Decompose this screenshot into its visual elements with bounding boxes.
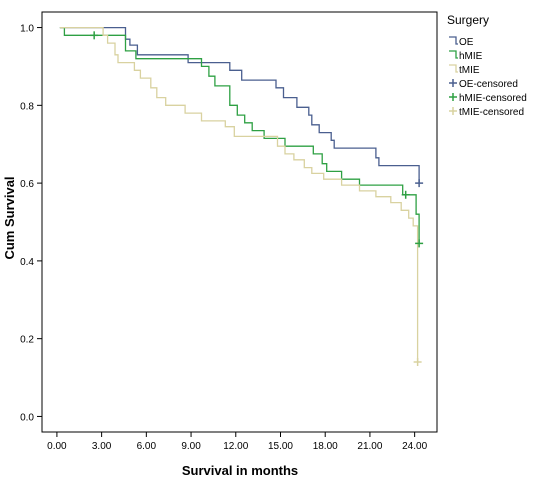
x-tick-label: 24.00 [402,441,427,452]
legend-label: hMIE [459,51,483,62]
legend-label: tMIE [459,65,480,76]
x-tick-label: 6.00 [137,441,157,452]
series-line-tmie [59,26,419,362]
y-tick-label: 0.6 [20,179,34,190]
y-tick-label: 0.0 [20,412,34,423]
legend-line-icon [449,64,458,73]
x-axis-title: Survival in months [182,463,298,478]
censor-mark-hmie-censored [90,31,99,40]
legend: Surgery OE hMIE tMIE OE-censored hMIE-censore… [447,13,527,118]
y-tick-label: 1.0 [20,24,34,35]
x-tick-label: 3.00 [92,441,112,452]
x-tick-label: 12.00 [223,441,248,452]
legend-label: tMIE-censored [459,107,524,118]
legend-item: tMIE [449,64,480,76]
x-axis: 0.00 3.00 6.00 9.00 12.00 15.00 18.00 21.00 24.0… [47,432,428,452]
censor-mark-hmie-censored [401,190,410,199]
series-line-hmie [59,26,420,244]
legend-label: OE-censored [459,79,518,90]
censor-mark-hmie-censored [415,239,424,248]
legend-title: Surgery [447,13,489,27]
y-axis-title: Cum Survival [2,176,17,259]
survival-curves [59,26,420,362]
series-line-oe [59,26,420,184]
x-tick-label: 15.00 [268,441,293,452]
y-tick-label: 0.8 [20,101,34,112]
legend-item: tMIE-censored [449,107,524,118]
x-tick-label: 18.00 [313,441,338,452]
plot-area-border [41,11,438,433]
x-tick-label: 0.00 [47,441,67,452]
legend-item: hMIE-censored [449,93,527,104]
legend-label: hMIE-censored [459,93,527,104]
censor-mark-oe-censored [415,179,424,188]
x-tick-label: 21.00 [357,441,382,452]
legend-item: OE [449,36,474,48]
legend-label: OE [459,37,474,48]
legend-line-icon [449,50,458,59]
y-tick-label: 0.4 [20,257,34,268]
y-tick-label: 0.2 [20,335,34,346]
x-tick-label: 9.00 [181,441,201,452]
legend-line-icon [449,36,458,45]
legend-item: hMIE [449,50,483,62]
censor-marks [90,31,424,366]
legend-item: OE-censored [449,79,518,90]
censor-mark-tmie-censored [413,358,422,366]
y-axis: 0.0 0.2 0.4 0.6 0.8 1.0 [20,24,42,423]
